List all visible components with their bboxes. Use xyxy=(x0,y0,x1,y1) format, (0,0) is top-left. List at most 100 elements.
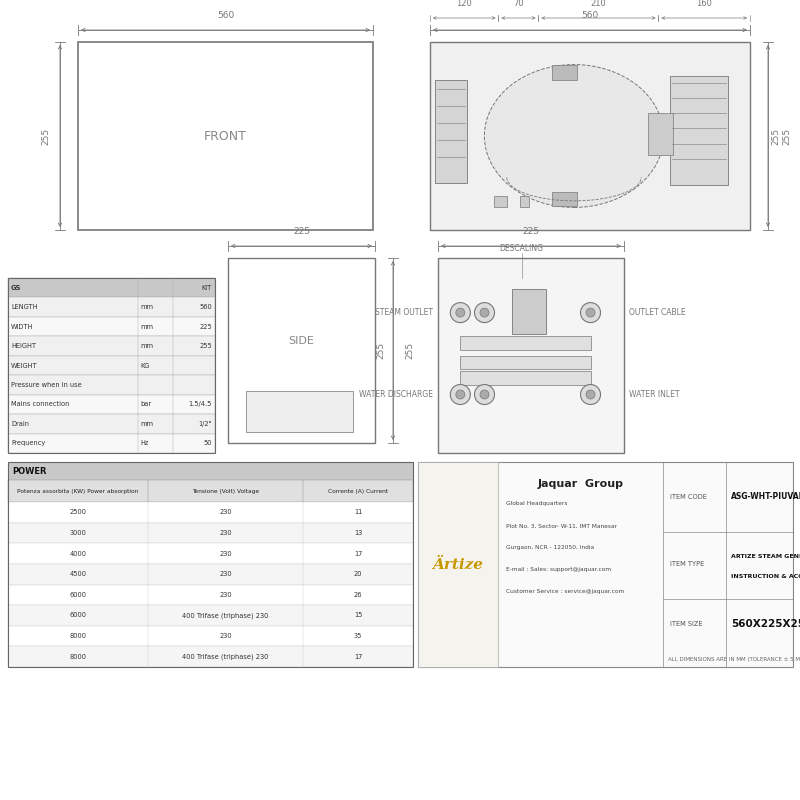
Text: POWER: POWER xyxy=(12,466,46,475)
Bar xyxy=(435,80,467,183)
Text: 400 Trifase (triphase) 230: 400 Trifase (triphase) 230 xyxy=(182,612,269,618)
Bar xyxy=(8,502,413,522)
Text: KG: KG xyxy=(140,362,150,369)
Bar xyxy=(670,76,728,185)
Circle shape xyxy=(474,302,494,322)
Text: WATER DISCHARGE: WATER DISCHARGE xyxy=(359,390,433,399)
Text: Customer Service : service@jaquar.com: Customer Service : service@jaquar.com xyxy=(506,590,624,594)
Circle shape xyxy=(456,308,465,317)
Text: 230: 230 xyxy=(219,633,232,639)
Bar xyxy=(430,42,750,230)
Bar xyxy=(8,414,215,434)
Text: 255: 255 xyxy=(41,127,50,145)
Text: 50: 50 xyxy=(203,440,212,446)
Bar xyxy=(648,114,674,154)
Bar xyxy=(8,317,215,336)
Bar xyxy=(552,192,578,206)
Circle shape xyxy=(480,308,489,317)
Text: mm: mm xyxy=(140,343,153,349)
Bar xyxy=(8,394,215,414)
Text: 210: 210 xyxy=(590,0,606,8)
Text: HEIGHT: HEIGHT xyxy=(11,343,36,349)
Text: ITEM SIZE: ITEM SIZE xyxy=(670,621,702,627)
Text: 4000: 4000 xyxy=(70,550,86,557)
Text: ITEM CODE: ITEM CODE xyxy=(670,494,707,500)
Text: 255: 255 xyxy=(376,342,385,359)
Text: SIDE: SIDE xyxy=(289,336,314,346)
Bar xyxy=(460,371,590,385)
Circle shape xyxy=(480,390,489,399)
Text: 2500: 2500 xyxy=(70,510,86,515)
Ellipse shape xyxy=(485,65,664,207)
Text: LENGTH: LENGTH xyxy=(11,304,38,310)
Bar xyxy=(8,564,413,585)
Text: KIT: KIT xyxy=(202,285,212,290)
Text: 8000: 8000 xyxy=(70,654,86,660)
Bar xyxy=(8,626,413,646)
Text: 120: 120 xyxy=(456,0,472,8)
Circle shape xyxy=(586,390,595,399)
Text: 255: 255 xyxy=(405,342,414,359)
Text: 8000: 8000 xyxy=(70,633,86,639)
Text: OUTLET CABLE: OUTLET CABLE xyxy=(629,308,686,317)
Text: 15: 15 xyxy=(354,613,362,618)
Bar xyxy=(8,646,413,667)
Text: 3000: 3000 xyxy=(70,530,86,536)
Text: 560: 560 xyxy=(582,11,598,20)
Bar xyxy=(8,585,413,605)
Text: Jaquar  Group: Jaquar Group xyxy=(538,479,623,489)
Text: FRONT: FRONT xyxy=(204,130,247,142)
Text: WIDTH: WIDTH xyxy=(11,324,34,330)
Text: Pressure when in use: Pressure when in use xyxy=(11,382,82,388)
Text: ALL DIMENSIONS ARE IN MM (TOLERANCE ± 5 MM): ALL DIMENSIONS ARE IN MM (TOLERANCE ± 5 … xyxy=(668,657,800,662)
Text: 13: 13 xyxy=(354,530,362,536)
Text: 230: 230 xyxy=(219,571,232,577)
Text: GS: GS xyxy=(11,285,22,290)
Bar xyxy=(494,196,507,207)
Text: 1/2": 1/2" xyxy=(198,421,212,427)
Text: Frequency: Frequency xyxy=(11,440,46,446)
Bar xyxy=(460,336,590,350)
Circle shape xyxy=(581,302,601,322)
Text: STEAM OUTLET: STEAM OUTLET xyxy=(375,308,433,317)
Text: Drain: Drain xyxy=(11,421,29,427)
Bar xyxy=(8,434,215,453)
Bar xyxy=(8,298,215,317)
Text: 255: 255 xyxy=(199,343,212,349)
Text: 225: 225 xyxy=(522,227,539,236)
Text: 560: 560 xyxy=(199,304,212,310)
Text: 1.5/4.5: 1.5/4.5 xyxy=(189,402,212,407)
Text: 225: 225 xyxy=(199,324,212,330)
Text: mm: mm xyxy=(140,304,153,310)
Text: 70: 70 xyxy=(513,0,524,8)
Bar xyxy=(520,196,530,207)
Text: 230: 230 xyxy=(219,510,232,515)
Text: bar: bar xyxy=(140,402,151,407)
Bar xyxy=(418,462,498,667)
Text: Hz: Hz xyxy=(140,440,148,446)
Text: 255: 255 xyxy=(771,127,780,145)
Text: 6000: 6000 xyxy=(70,592,86,598)
Text: mm: mm xyxy=(140,324,153,330)
Bar xyxy=(438,258,624,453)
Circle shape xyxy=(456,390,465,399)
Text: 225: 225 xyxy=(293,227,310,236)
Bar xyxy=(8,278,215,453)
Bar xyxy=(8,375,215,394)
Bar xyxy=(460,355,590,369)
Text: ARTIZE STEAM GENERATOR - 6 KW WITH: ARTIZE STEAM GENERATOR - 6 KW WITH xyxy=(731,554,800,558)
Bar xyxy=(8,278,215,298)
Bar xyxy=(8,336,215,356)
Bar xyxy=(8,356,215,375)
Bar xyxy=(512,289,546,334)
Bar xyxy=(8,462,413,480)
Text: 4500: 4500 xyxy=(70,571,86,577)
Text: INSTRUCTION & ACCESSORIES: INSTRUCTION & ACCESSORIES xyxy=(731,574,800,579)
Text: ITEM TYPE: ITEM TYPE xyxy=(670,562,704,567)
Bar xyxy=(8,543,413,564)
Circle shape xyxy=(586,308,595,317)
Text: DESCALING: DESCALING xyxy=(500,244,544,253)
Circle shape xyxy=(450,302,470,322)
Text: 560: 560 xyxy=(217,11,234,20)
Text: 230: 230 xyxy=(219,530,232,536)
